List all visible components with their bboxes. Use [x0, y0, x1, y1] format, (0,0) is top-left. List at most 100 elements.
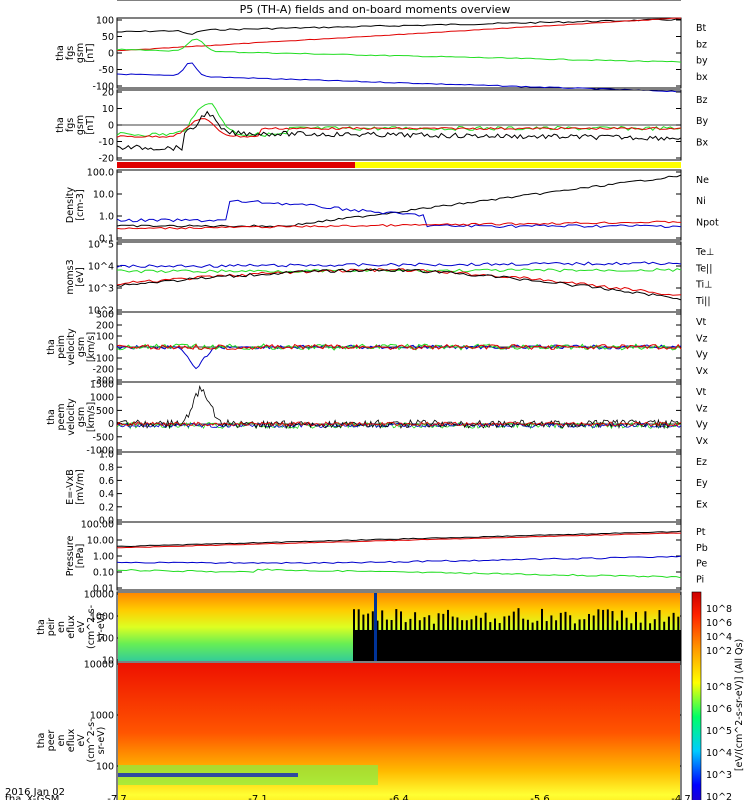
panel-fgs_gsm: 100 50 0 -50 -100 tha fgs gsm [nT] Bt bz by bx — [55, 16, 708, 93]
ion-spectrogram-noise — [414, 612, 417, 630]
legend-Pi: Pi — [696, 574, 704, 585]
ion-spectrogram-noise — [602, 609, 605, 630]
series-Te-par — [116, 267, 682, 301]
y-tick-label: -300 — [92, 376, 114, 387]
y-axis-label: en — [56, 735, 67, 747]
ion-spectrogram-noise — [564, 611, 567, 630]
colorbar-tick-ion: 10^8 — [706, 604, 732, 615]
y-tick-label: 10.00 — [87, 536, 114, 547]
series-Vx — [116, 344, 682, 370]
y-tick-label: 1500 — [90, 380, 114, 391]
ion-spectrogram-noise — [667, 616, 670, 630]
y-axis-label: sr-eV) — [96, 613, 107, 641]
ion-spectrogram-noise — [395, 609, 398, 630]
legend-by: by — [696, 56, 708, 67]
legend-By: By — [696, 116, 709, 127]
y-tick-label: 0.1 — [99, 234, 114, 245]
y-axis-label: [nT] — [85, 115, 96, 134]
series-Bz — [116, 103, 682, 137]
x-row-value: -4.7 — [671, 794, 691, 800]
series-Pe — [116, 568, 682, 579]
legend-Ti⊥: Ti⊥ — [695, 280, 712, 291]
ion-spectrogram-noise — [418, 620, 421, 630]
panel-frame — [116, 521, 682, 591]
y-tick-label: 0.4 — [99, 489, 114, 500]
y-tick-label: -50 — [98, 65, 114, 76]
panel-density: 100.0 10.0 1.0 0.1 Density [cm-3] Ne Ni Npot — [65, 168, 719, 245]
y-tick-label: 0 — [108, 343, 114, 354]
y-tick-label: 10.0 — [93, 190, 114, 201]
y-axis-label: eflux — [66, 728, 77, 752]
legend-Vz: Vz — [696, 333, 708, 344]
series-Vz — [116, 343, 682, 350]
legend-Te⊥: Te⊥ — [695, 247, 714, 258]
y-tick-label: 10^5 — [88, 240, 114, 251]
ion-spectrogram-noise — [465, 620, 468, 630]
y-tick-label: 500 — [96, 406, 114, 417]
ion-spectrogram-noise — [545, 621, 548, 630]
ion-spectrogram-noise — [367, 613, 370, 630]
ion-spectrogram-noise — [451, 616, 454, 630]
y-axis-label: (cm^2-s- — [86, 719, 97, 763]
x-row-value: -6.4 — [389, 794, 409, 800]
legend-Ti||: Ti|| — [695, 296, 711, 307]
y-tick-label: 10^3 — [88, 284, 114, 295]
panel-frame — [116, 451, 682, 523]
ion-spectrogram-noise — [597, 609, 600, 630]
colorbar: [eV/(cm^2-s-sr-eV)] (All Qs) — [691, 591, 745, 804]
x-row-value: -7.1 — [248, 794, 268, 800]
legend-Ni: Ni — [696, 196, 706, 207]
colorbar-tick-electron: 10^8 — [706, 682, 732, 693]
ion-spectrogram-noise — [409, 618, 412, 630]
y-tick-label: -200 — [92, 365, 114, 376]
ion-spectrogram-noise — [644, 611, 647, 630]
y-axis-label: peir — [46, 618, 57, 637]
y-axis-label: E=-VxB — [65, 469, 76, 504]
y-tick-label: -100 — [92, 82, 114, 93]
series-bx — [116, 62, 681, 93]
y-tick-label: 0.6 — [99, 476, 114, 487]
legend-Vx: Vx — [696, 366, 708, 377]
y-axis-label: fgs — [65, 118, 76, 132]
y-axis-label: fgs — [65, 46, 76, 60]
ion-spectrogram-noise — [371, 611, 374, 630]
series-Ni — [116, 174, 682, 228]
ion-spectrogram-noise — [447, 609, 449, 630]
ion-spectrogram-noise — [649, 623, 652, 630]
y-axis-label: Density — [65, 187, 76, 223]
y-axis-label: [nT] — [85, 43, 96, 62]
ion-spectrogram-noise — [658, 610, 661, 630]
colorbar-label: [eV/(cm^2-s-sr-eV)] (All Qs) — [734, 639, 745, 771]
series-Ti-perp — [116, 261, 682, 268]
ion-spectrogram-noise — [606, 609, 609, 630]
colorbar-tick-ion: 10^2 — [706, 646, 732, 657]
legend-Vy: Vy — [696, 350, 708, 361]
ion-spectrogram-noise — [423, 617, 426, 630]
panel-frame — [116, 661, 682, 804]
y-axis-label: [km/s] — [86, 402, 97, 432]
y-tick-label: -500 — [92, 432, 114, 443]
series-by — [116, 38, 682, 63]
y-tick-label: 10 — [102, 104, 114, 115]
ion-spectrogram-noise — [611, 611, 614, 630]
legend-Ex: Ex — [696, 499, 708, 510]
y-tick-label: 1.0 — [99, 212, 114, 223]
y-tick-label: 200 — [96, 321, 114, 332]
legend-Ne: Ne — [696, 175, 709, 186]
panel-pressure: 100.00 10.00 1.00 0.10 0.01 Pressure [nPa] Pt Pb… — [65, 520, 708, 595]
ion-spectrogram-noise — [550, 615, 553, 630]
legend-Vt: Vt — [696, 387, 706, 398]
colorbar-tick-ion: 10^6 — [706, 618, 732, 629]
legend-Bt: Bt — [696, 23, 707, 34]
y-axis-label: peem — [56, 404, 67, 431]
y-axis-label: velocity — [66, 328, 77, 366]
ion-spectrogram-noise — [362, 614, 365, 630]
ion-spectrogram-noise — [498, 623, 501, 630]
ion-spectrogram-noise — [620, 610, 623, 630]
y-axis-label: moms3 — [65, 259, 76, 294]
y-tick-label: 1000 — [90, 612, 114, 623]
ion-spectrogram-noise — [503, 616, 506, 630]
y-axis-label: [km/s] — [86, 332, 97, 362]
ion-spectrogram-noise — [376, 620, 379, 630]
